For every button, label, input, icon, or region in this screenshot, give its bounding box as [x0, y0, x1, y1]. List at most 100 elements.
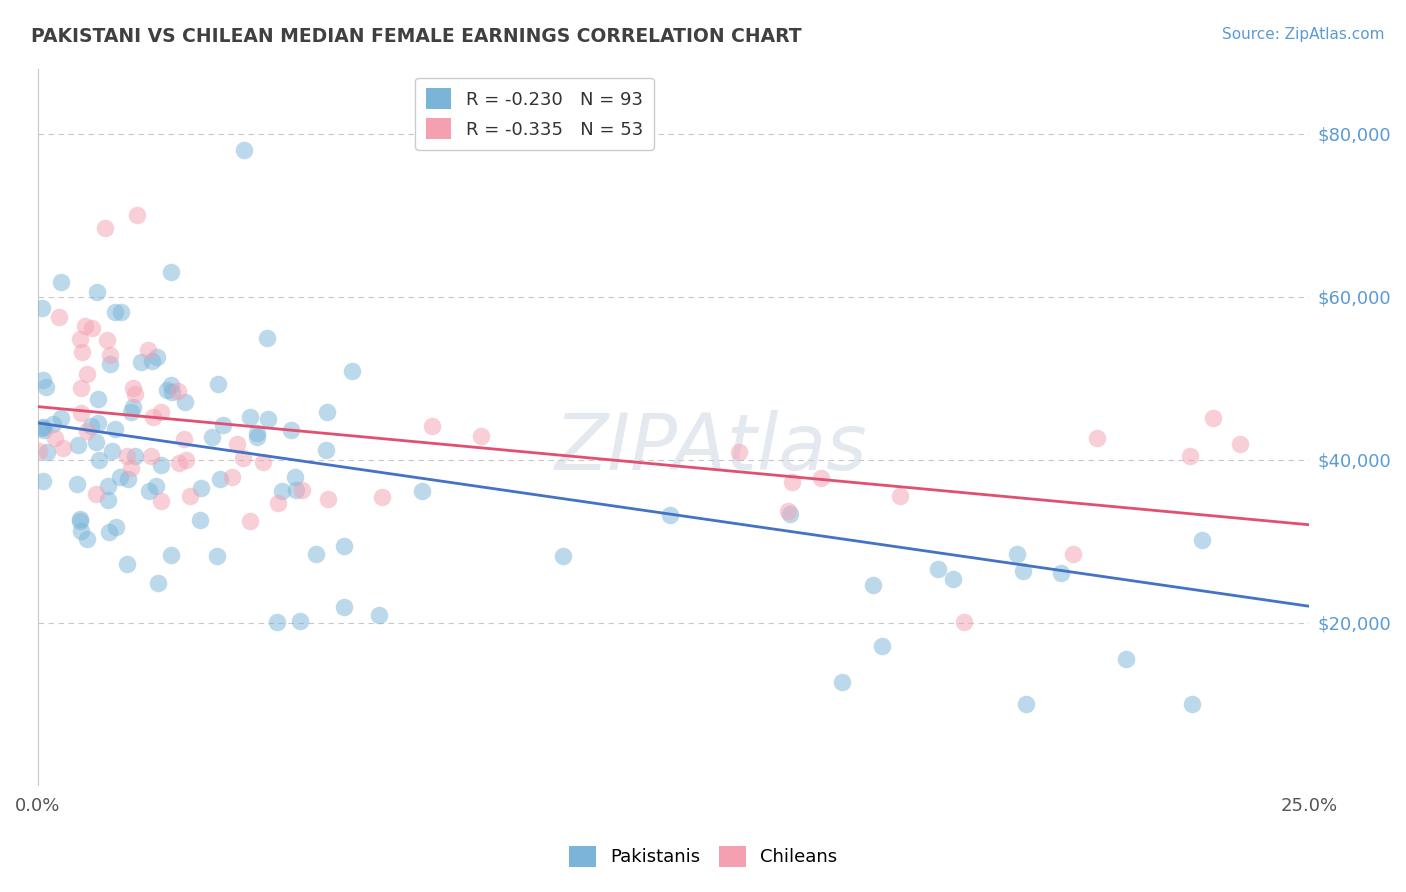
Point [205, 549, 228, 564]
Point [98, 348, 121, 362]
Point [104, 421, 127, 435]
Point [316, 491, 339, 506]
Point [167, 384, 190, 398]
Point [97, 479, 120, 493]
Point [37, 445, 59, 459]
Point [117, 472, 139, 486]
Point [31, 301, 53, 315]
Point [32, 373, 55, 387]
Point [105, 520, 128, 534]
Point [34, 423, 56, 437]
Point [174, 395, 197, 409]
Point [136, 343, 159, 357]
Point [156, 383, 179, 397]
Point [1005, 547, 1028, 561]
Point [831, 674, 853, 689]
Point [67, 438, 90, 452]
Point [80, 321, 103, 335]
Point [159, 265, 181, 279]
Point [927, 562, 949, 576]
Point [146, 350, 169, 364]
Point [246, 429, 269, 443]
Point [49, 410, 72, 425]
Point [115, 557, 138, 571]
Point [80, 418, 103, 433]
Point [340, 364, 363, 378]
Point [332, 599, 354, 614]
Legend: R = -0.230   N = 93, R = -0.335   N = 53: R = -0.230 N = 93, R = -0.335 N = 53 [415, 78, 654, 150]
Point [201, 430, 224, 444]
Point [150, 494, 173, 508]
Text: PAKISTANI VS CHILEAN MEDIAN FEMALE EARNINGS CORRELATION CHART: PAKISTANI VS CHILEAN MEDIAN FEMALE EARNI… [31, 27, 801, 45]
Point [142, 409, 165, 424]
Point [86, 285, 108, 300]
Point [31, 419, 53, 434]
Text: ZIPAtlas: ZIPAtlas [555, 410, 868, 486]
Point [69, 332, 91, 346]
Point [110, 305, 132, 319]
Point [551, 549, 574, 563]
Point [150, 405, 173, 419]
Point [100, 443, 122, 458]
Point [97, 524, 120, 539]
Point [145, 479, 167, 493]
Point [97, 492, 120, 507]
Point [66, 476, 89, 491]
Point [131, 355, 153, 369]
Point [75, 319, 97, 334]
Point [1115, 652, 1137, 666]
Point [862, 578, 884, 592]
Point [48, 310, 70, 325]
Point [122, 381, 145, 395]
Point [69, 514, 91, 528]
Point [271, 484, 294, 499]
Point [179, 490, 201, 504]
Point [86, 416, 108, 430]
Point [69, 381, 91, 395]
Point [35, 380, 58, 394]
Text: Source: ZipAtlas.com: Source: ZipAtlas.com [1222, 27, 1385, 42]
Point [76, 424, 98, 438]
Point [138, 483, 160, 498]
Point [76, 532, 98, 546]
Point [232, 143, 254, 157]
Point [188, 513, 211, 527]
Point [238, 410, 260, 425]
Point [232, 451, 254, 466]
Point [96, 334, 118, 348]
Point [889, 489, 911, 503]
Point [420, 418, 443, 433]
Point [252, 454, 274, 468]
Point [411, 484, 433, 499]
Point [124, 449, 146, 463]
Point [139, 449, 162, 463]
Point [31, 420, 53, 434]
Point [87, 392, 110, 406]
Point [942, 572, 965, 586]
Point [288, 614, 311, 628]
Point [84, 435, 107, 450]
Point [167, 456, 190, 470]
Point [779, 507, 801, 521]
Point [108, 470, 131, 484]
Point [1191, 533, 1213, 547]
Point [173, 432, 195, 446]
Point [69, 511, 91, 525]
Point [124, 387, 146, 401]
Point [1050, 566, 1073, 580]
Point [159, 378, 181, 392]
Point [49, 275, 72, 289]
Point [371, 490, 394, 504]
Point [280, 423, 302, 437]
Point [120, 404, 142, 418]
Point [70, 406, 93, 420]
Point [1181, 697, 1204, 711]
Point [256, 331, 278, 345]
Point [1202, 410, 1225, 425]
Point [1015, 697, 1038, 711]
Point [1180, 449, 1202, 463]
Point [780, 475, 803, 490]
Point [368, 607, 391, 622]
Point [28, 444, 51, 458]
Legend: Pakistanis, Chileans: Pakistanis, Chileans [561, 838, 845, 874]
